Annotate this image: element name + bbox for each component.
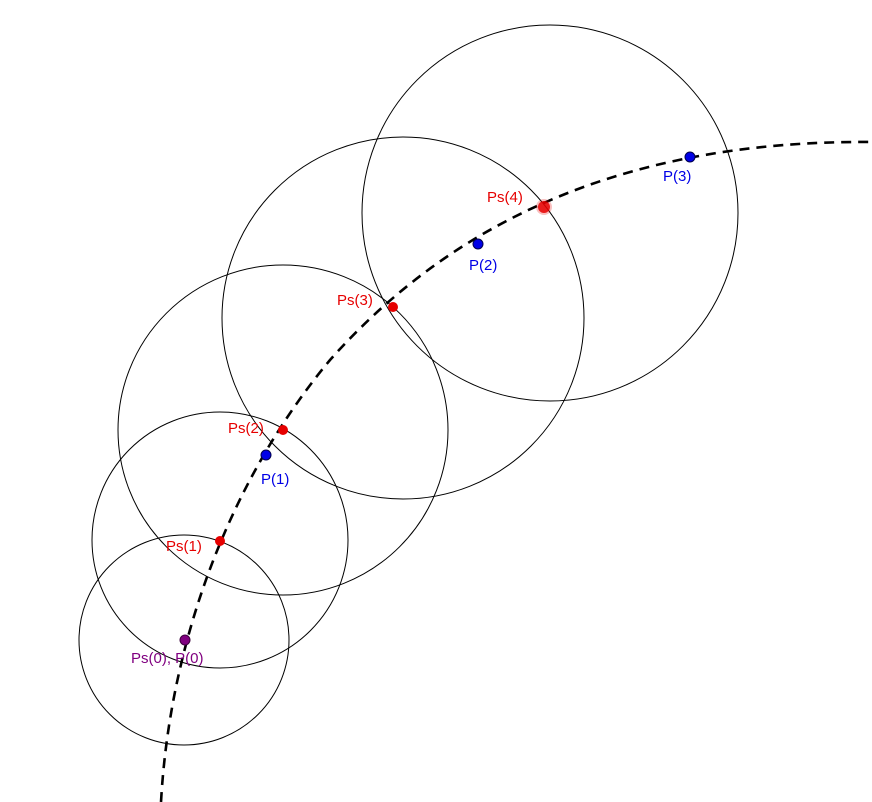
circle-2 [117,264,449,596]
label-p1: P(1) [261,471,289,488]
circle-3 [221,136,585,500]
point-ps2 [278,425,288,435]
point-ps4 [538,201,550,213]
point-p3 [684,151,696,163]
point-start [179,634,191,646]
point-p1 [260,449,272,461]
point-ps1 [215,536,225,546]
circle-0 [78,534,290,746]
label-ps4: Ps(4) [487,189,523,206]
circle-4 [361,24,739,402]
label-ps1: Ps(1) [166,538,202,555]
label-p3: P(3) [663,168,691,185]
label-ps3: Ps(3) [337,292,373,309]
point-ps4-halo [536,199,552,215]
label-p2: P(2) [469,257,497,274]
label-ps2: Ps(2) [228,420,264,437]
point-ps3 [388,302,398,312]
point-p2 [472,238,484,250]
circle-1 [91,411,349,669]
label-start: Ps(0), P(0) [131,650,204,667]
